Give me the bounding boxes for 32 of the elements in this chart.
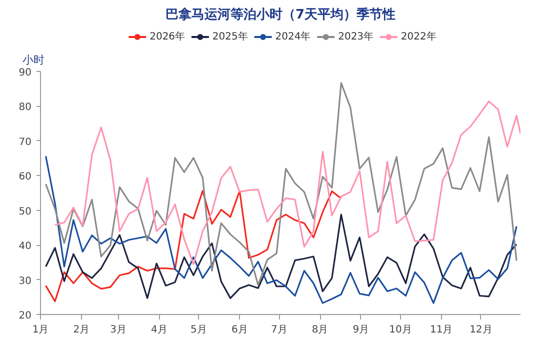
x-tick-label: 5月 [190, 324, 207, 336]
chart-title: 巴拿马运河等泊小时（7天平均）季节性 [165, 6, 396, 22]
line-series [44, 155, 518, 304]
x-tick-label: 4月 [151, 324, 168, 336]
line-series [44, 82, 518, 286]
y-tick-label: 50 [18, 206, 32, 218]
line-series [54, 100, 520, 265]
y-tick-label: 80 [18, 102, 32, 114]
legend-label: 2025年 [212, 30, 248, 42]
legend-label: 2022年 [400, 30, 436, 42]
x-tick-label: 8月 [312, 324, 328, 336]
x-tick-label: 2月 [73, 324, 90, 336]
x-tick-label: 12月 [470, 324, 492, 336]
legend-label: 2026年 [150, 30, 186, 42]
y-tick-label: 40 [18, 241, 32, 252]
x-tick-label: 7月 [271, 324, 288, 336]
legend-label: 2024年 [275, 30, 311, 42]
y-tick-label: 70 [18, 136, 32, 148]
y-tick-label: 20 [18, 310, 32, 322]
legend-label: 2023年 [338, 30, 374, 42]
line-series [44, 190, 342, 302]
x-tick-label: 11月 [430, 324, 453, 336]
line-series [44, 214, 518, 299]
y-axis-title: 小时 [22, 54, 44, 66]
y-tick-label: 60 [18, 172, 32, 183]
x-tick-label: 6月 [231, 324, 248, 336]
y-tick-label: 30 [18, 276, 32, 287]
x-tick-label: 1月 [32, 324, 49, 336]
y-tick-label: 90 [18, 68, 32, 78]
x-tick-label: 3月 [110, 324, 126, 336]
x-tick-label: 9月 [352, 324, 370, 336]
x-tick-label: 10月 [389, 324, 412, 336]
